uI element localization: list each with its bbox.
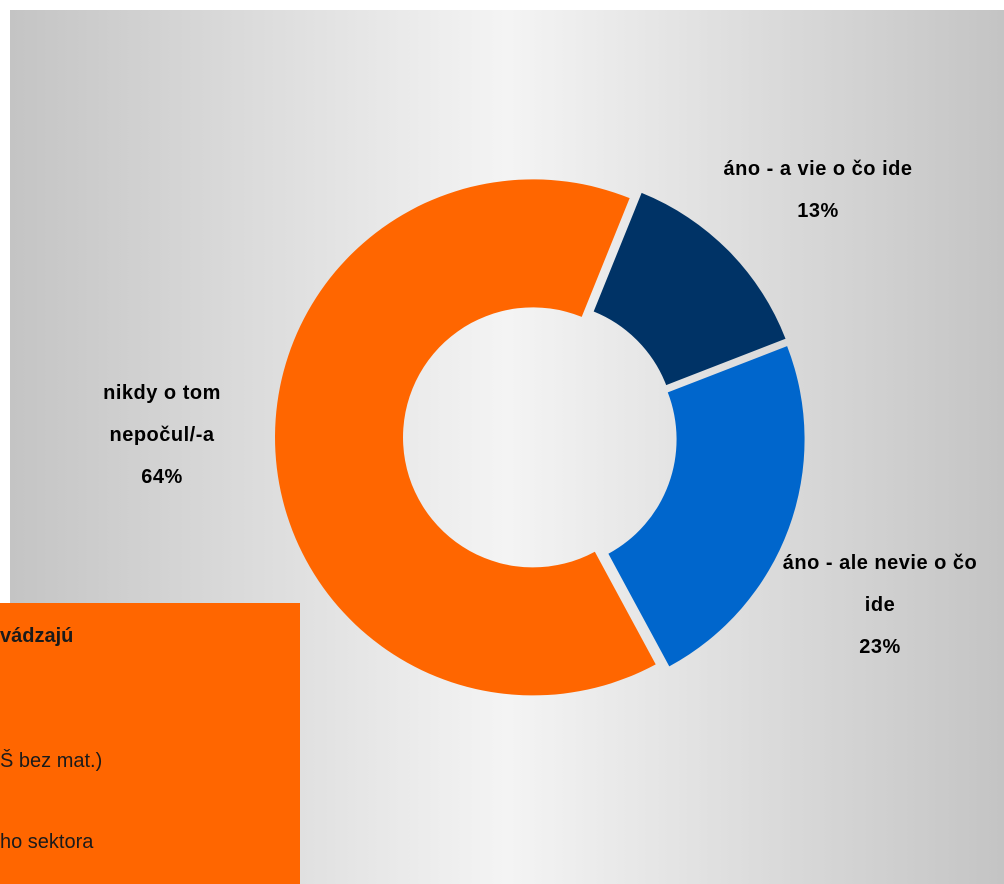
note-line: Š bez mat.) (0, 750, 103, 772)
note-box: vádzajú Š bez mat.) ho sektora (0, 603, 300, 884)
slice (275, 179, 656, 696)
note-line: vádzajú (0, 625, 74, 647)
slice-label: nikdy o tom nepočul/-a 64% (62, 372, 262, 498)
value-label: 23% (859, 636, 901, 658)
value-label: 13% (797, 200, 839, 222)
category-label: áno - a vie o čo ide (723, 158, 913, 180)
slice-label: áno - ale nevie o čo ide 23% (780, 542, 980, 668)
slice (608, 346, 805, 667)
slice (593, 192, 786, 386)
value-label: 64% (141, 466, 183, 488)
note-line: ho sektora (0, 831, 94, 853)
slice-label: áno - a vie o čo ide 13% (718, 148, 918, 232)
category-label: áno - ale nevie o čo ide (782, 552, 978, 616)
category-label: nikdy o tom nepočul/-a (103, 382, 221, 446)
